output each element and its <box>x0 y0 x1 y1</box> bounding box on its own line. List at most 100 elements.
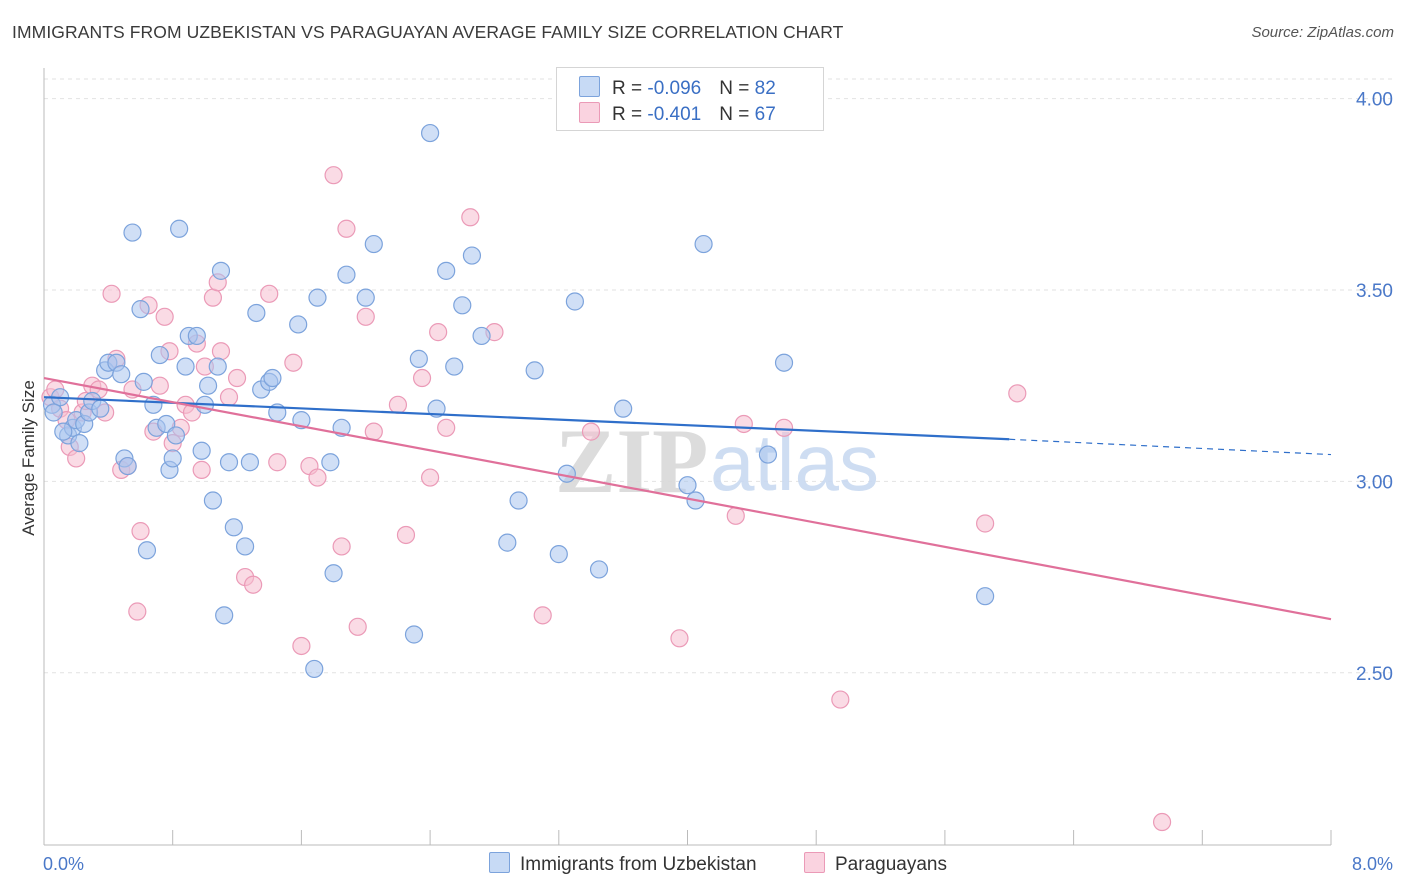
axes <box>43 68 1332 846</box>
paraguayans-point <box>192 460 211 479</box>
uzbekistan-point <box>289 315 308 334</box>
paraguayans-point <box>155 307 174 326</box>
uzbekistan-point <box>337 265 356 284</box>
uzbekistan-point <box>321 453 340 472</box>
correlation-legend: R = -0.096 N = 82 R = -0.401 N = 67 <box>556 67 824 131</box>
uzbekistan-trend-extension <box>1009 438 1332 456</box>
y-tick-label: 3.00 <box>1356 472 1393 493</box>
uzbekistan-point <box>70 434 89 453</box>
uzbekistan-point <box>589 560 609 579</box>
legend-r-label: R = <box>612 104 648 125</box>
paraguayans-point <box>412 368 432 388</box>
paraguayans-point <box>396 525 416 545</box>
paraguayans-point <box>324 166 343 185</box>
paraguayans-point <box>131 522 150 541</box>
x-tick-labels: 0.0% 8.0% <box>43 854 1393 874</box>
uzbekistan-point <box>976 587 995 606</box>
uzbekistan-point <box>112 365 131 384</box>
uzbekistan-point <box>694 234 713 254</box>
paraguayans-point <box>337 219 356 238</box>
uzbekistan-point <box>91 399 110 418</box>
legend-n-value: 82 <box>754 78 776 99</box>
legend-n-label: N = <box>719 78 755 99</box>
paraguayans-point <box>332 537 351 556</box>
uzbekistan-point <box>118 456 137 476</box>
legend-item-uzbekistan[interactable]: Immigrants from Uzbekistan <box>489 852 757 876</box>
uzbekistan-point <box>549 545 568 564</box>
paraguayans-point <box>388 395 408 414</box>
paraguayans-point <box>976 514 995 533</box>
trend-lines <box>43 376 1332 621</box>
paraguayans-point <box>581 422 601 441</box>
uzbekistan-point <box>498 533 517 552</box>
uzbekistan-point <box>163 449 182 468</box>
uzbekistan-point <box>437 261 456 280</box>
paraguayans-point <box>429 323 448 342</box>
uzbekistan-point <box>356 288 375 307</box>
legend-r-value: -0.401 <box>647 104 702 125</box>
paraguayans-point <box>1008 384 1027 403</box>
y-tick-label: 2.50 <box>1356 664 1393 685</box>
uzbekistan-point <box>192 441 211 460</box>
paraguayans-point <box>670 629 689 648</box>
x-tick-label: 8.0% <box>1352 854 1393 874</box>
uzbekistan-point <box>144 395 163 414</box>
uzbekistan-point <box>263 368 282 388</box>
paraguayans-point <box>211 342 231 361</box>
legend-r-label: R = <box>612 78 648 99</box>
uzbekistan-point <box>409 349 428 368</box>
uzbekistan-point <box>305 659 324 679</box>
paraguayans-point <box>203 288 223 307</box>
legend-row-paraguayans: R = -0.401 N = 67 <box>579 102 776 126</box>
uzbekistan-point <box>247 303 266 323</box>
paraguayans-point <box>364 422 383 441</box>
paraguayans-point <box>348 617 367 636</box>
uzbekistan-point <box>137 541 157 560</box>
legend-swatch-blue <box>489 852 510 873</box>
uzbekistan-point <box>166 426 186 445</box>
uzbekistan-point <box>472 326 491 346</box>
uzbekistan-point <box>427 399 446 418</box>
uzbekistan-point <box>364 234 383 254</box>
paraguayans-point <box>102 284 121 303</box>
legend-row-uzbekistan: R = -0.096 N = 82 <box>579 76 776 100</box>
uzbekistan-point <box>219 453 239 472</box>
x-tick-label: 0.0% <box>43 854 84 874</box>
uzbekistan-point <box>215 606 234 625</box>
legend-swatch-blue <box>579 76 600 97</box>
y-tick-label: 4.00 <box>1356 90 1393 111</box>
paraguayans-point <box>461 208 480 227</box>
uzbekistan-point <box>131 300 150 319</box>
uzbekistan-point <box>324 564 343 583</box>
uzbekistan-point <box>54 422 73 441</box>
uzbekistan-point <box>509 491 528 510</box>
legend-swatch-pink <box>579 102 600 123</box>
legend-swatch-pink <box>804 852 825 873</box>
uzbekistan-point <box>187 326 206 346</box>
chart-title: IMMIGRANTS FROM UZBEKISTAN VS PARAGUAYAN… <box>12 22 844 42</box>
uzbekistan-point <box>525 361 544 380</box>
paraguayans-point <box>292 636 311 656</box>
paraguayans-point <box>437 418 456 437</box>
paraguayans-point <box>831 690 850 709</box>
paraguayans-point <box>67 449 86 468</box>
legend-label-paraguayans: Paraguayans <box>835 854 947 875</box>
legend-n-value: 67 <box>754 104 776 125</box>
uzbekistan-point <box>404 625 424 644</box>
legend-item-paraguayans[interactable]: Paraguayans <box>804 852 947 876</box>
uzbekistan-point <box>150 345 169 365</box>
chart-source: Source: ZipAtlas.com <box>1251 24 1394 41</box>
legend-n-label: N = <box>719 104 755 125</box>
uzbekistan-point <box>445 357 464 376</box>
uzbekistan-point <box>224 518 243 537</box>
paraguayans-point <box>128 602 147 621</box>
uzbekistan-point <box>240 453 260 472</box>
paraguayans-point <box>774 418 794 437</box>
uzbekistan-point <box>44 403 63 422</box>
uzbekistan-point <box>176 357 195 376</box>
uzbekistan-trend-line <box>43 396 1010 441</box>
uzbekistan-point <box>678 476 697 495</box>
paraguayans-point <box>533 606 552 625</box>
paraguayans-point <box>421 468 440 487</box>
uzbekistan-point <box>614 399 633 418</box>
